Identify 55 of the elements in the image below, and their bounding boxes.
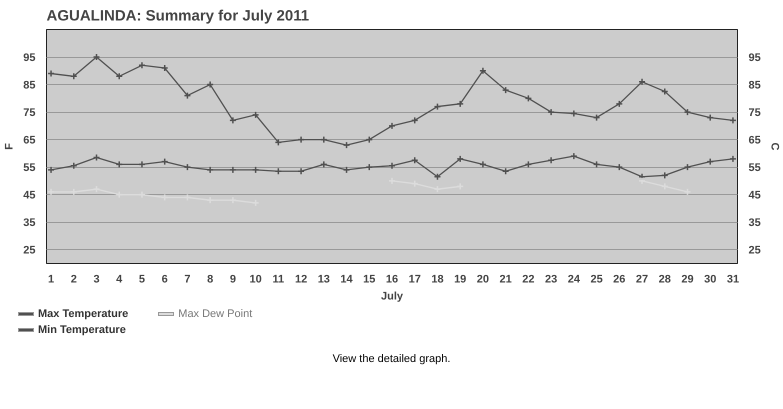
x-tick-label: 18 [431,274,444,286]
legend-label: Min Temperature [37,322,127,338]
y2-tick-label: 65 [748,134,761,147]
x-tick-label: 16 [386,274,398,286]
x-tick-label: 17 [408,274,421,286]
y2-tick-label: 55 [748,162,761,174]
x-tick-label: 3 [93,274,100,286]
y-tick-label: 45 [23,190,36,202]
y-tick-label: 75 [23,107,36,120]
x-tick-label: 11 [272,274,284,286]
x-tick-label: 31 [726,274,740,286]
x-tick-label: 27 [636,274,648,286]
x-tick-label: 6 [162,274,168,286]
y-tick-label: 65 [23,134,36,147]
x-tick-label: 25 [590,274,603,286]
x-tick-label: 30 [704,274,716,286]
x-tick-label: 28 [658,274,671,286]
y2-tick-label: 75 [748,107,761,120]
x-tick-label: 22 [522,274,535,286]
x-tick-label: 20 [476,274,490,286]
x-tick-label: 7 [184,274,190,286]
x-tick-label: 14 [340,274,354,286]
x-tick-label: 29 [681,274,694,286]
x-tick-label: 10 [250,274,262,286]
y2-tick-label: 95 [748,52,761,64]
x-tick-label: 8 [207,274,214,286]
x-tick-label: 21 [500,274,512,286]
legend-label: Max Dew Point [177,307,252,322]
x-tick-label: 15 [363,274,376,286]
x-tick-label: 1 [48,274,54,286]
x-tick-label: 2 [70,274,77,286]
x-tick-label: 13 [318,274,330,286]
x-tick-label: 24 [568,274,581,286]
y2-axis-title: C [768,142,781,151]
y-tick-label: 85 [23,80,36,92]
y2-tick-label: 45 [748,190,761,202]
y-tick-label: 55 [23,162,36,174]
x-axis-title: July [380,290,404,302]
y-tick-label: 25 [23,244,36,257]
y2-tick-label: 25 [748,244,761,257]
x-tick-label: 12 [294,274,308,286]
x-tick-label: 9 [230,274,236,286]
x-tick-label: 26 [613,274,626,286]
legend-label: Max Temperature [37,307,128,322]
x-tick-label: 19 [454,274,466,286]
text: View the detailed graph. [332,352,452,367]
y2-tick-label: 35 [748,217,761,230]
x-tick-label: 4 [116,274,124,286]
y-tick-label: 35 [23,217,36,230]
x-tick-label: 23 [544,274,558,286]
x-tick-label: 5 [138,274,146,286]
y2-tick-label: 85 [748,80,761,92]
y-tick-label: 95 [23,52,36,64]
chart-title: AGUALINDA: Summary for July 2011 [46,8,310,24]
y-axis-title: F [3,142,16,150]
